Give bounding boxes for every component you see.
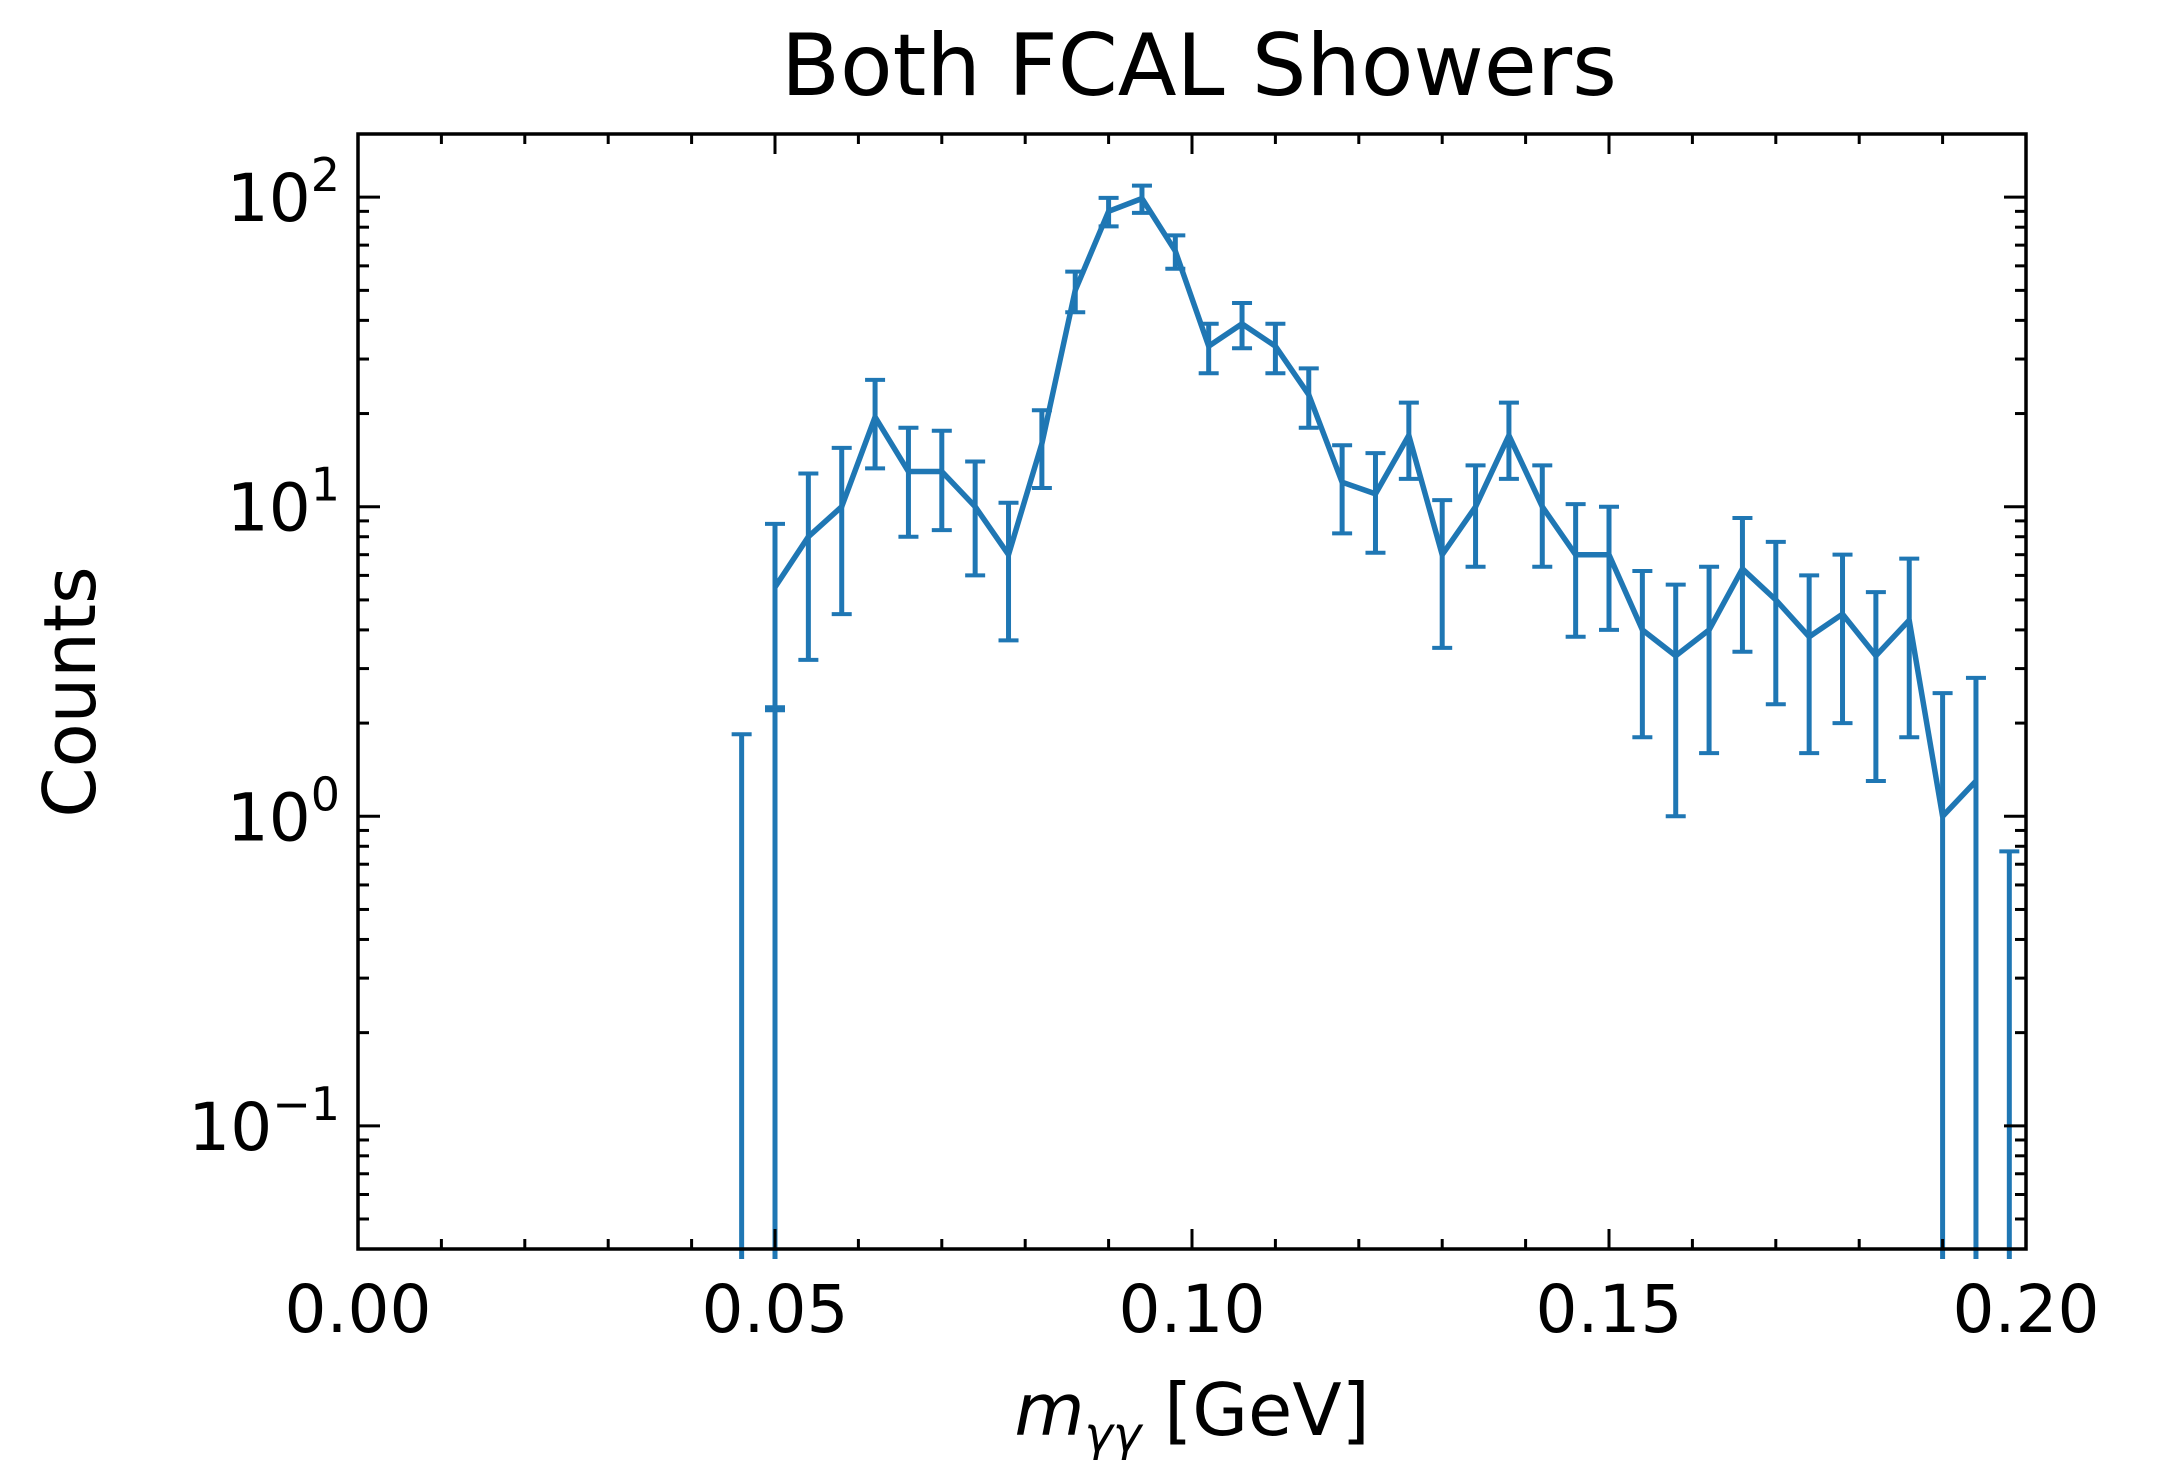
y-tick-label: 10−1	[188, 1077, 340, 1166]
x-axis-label: mγγ [GeV]	[1014, 1368, 1369, 1460]
y-axis-label: Counts	[28, 566, 112, 817]
plot-frame	[356, 132, 2028, 1251]
series-line	[772, 195, 1978, 820]
y-tick-label: 100	[227, 767, 340, 856]
x-axis-label-main: m	[1014, 1368, 1084, 1452]
x-axis-label-unit: [GeV]	[1141, 1368, 1369, 1452]
x-tick-label: 0.00	[285, 1271, 432, 1348]
x-tick-label: 0.05	[702, 1271, 849, 1348]
plot-data	[731, 183, 2020, 1259]
x-axis-label-sub: γγ	[1084, 1407, 1143, 1460]
chart-title: Both FCAL Showers	[781, 16, 1617, 116]
x-tick-label: 0.15	[1536, 1271, 1683, 1348]
x-tick-label: 0.10	[1119, 1271, 1266, 1348]
y-tick-label: 101	[227, 458, 340, 547]
axis-ticks: 0.00 0.05 0.10 0.15 0.20 10−1 100 101 102	[188, 134, 2099, 1348]
y-tick-label: 102	[227, 148, 340, 237]
x-tick-label: 0.20	[1953, 1271, 2100, 1348]
